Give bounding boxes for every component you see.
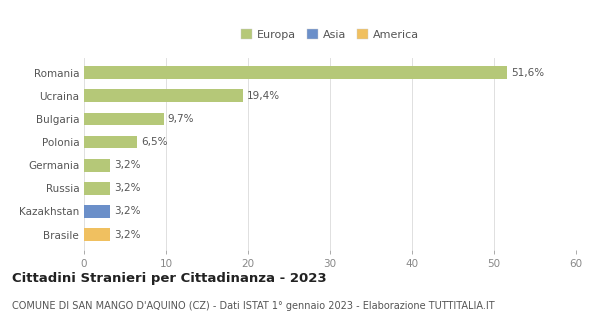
Text: Cittadini Stranieri per Cittadinanza - 2023: Cittadini Stranieri per Cittadinanza - 2… [12, 272, 326, 285]
Bar [84, 205, 110, 218]
Text: COMUNE DI SAN MANGO D'AQUINO (CZ) - Dati ISTAT 1° gennaio 2023 - Elaborazione TU: COMUNE DI SAN MANGO D'AQUINO (CZ) - Dati… [12, 301, 494, 311]
Bar [84, 66, 507, 79]
Text: 6,5%: 6,5% [142, 137, 168, 147]
Bar [84, 113, 164, 125]
Bar [84, 159, 110, 172]
Bar [84, 182, 110, 195]
Bar [84, 228, 110, 241]
Legend: Europa, Asia, America: Europa, Asia, America [237, 25, 423, 44]
Text: 19,4%: 19,4% [247, 91, 280, 101]
Text: 3,2%: 3,2% [115, 229, 141, 239]
Text: 9,7%: 9,7% [167, 114, 194, 124]
Bar [84, 90, 243, 102]
Text: 51,6%: 51,6% [511, 68, 544, 78]
Text: 3,2%: 3,2% [115, 183, 141, 193]
Bar [84, 136, 137, 148]
Text: 3,2%: 3,2% [115, 206, 141, 216]
Text: 3,2%: 3,2% [115, 160, 141, 170]
